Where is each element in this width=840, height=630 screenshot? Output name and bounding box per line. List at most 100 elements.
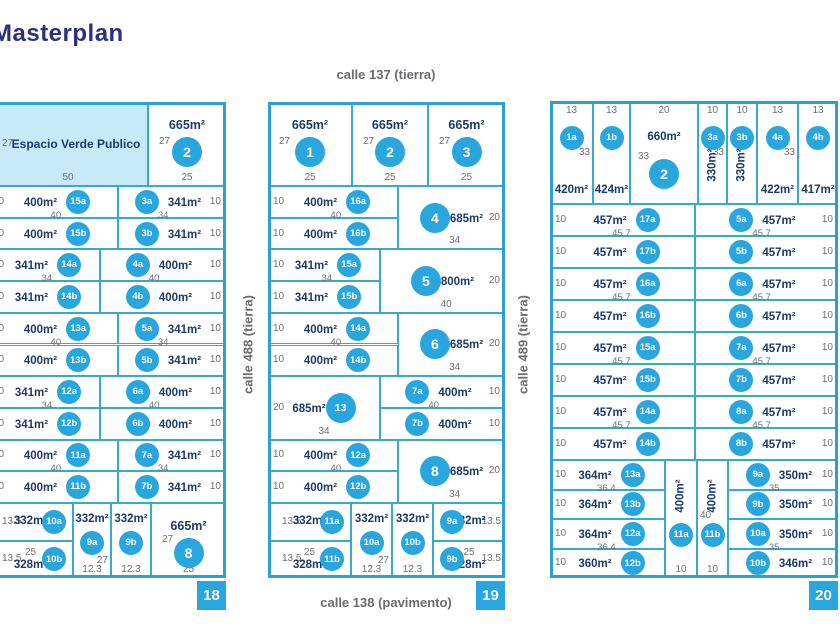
dimension-label: 10 (821, 527, 833, 539)
lot-area-label: 660m² (647, 131, 681, 143)
lot-circle: 7b (134, 475, 159, 500)
lot-area-label: 346m² (778, 558, 813, 571)
lot-circle: 12b (57, 411, 82, 436)
lot-area-label: 332m² (75, 513, 109, 525)
lot-area-wrap: 457m² (593, 371, 626, 389)
lot-circle: 1a (559, 126, 584, 150)
lot-area-wrap: 457m² 45.7 (593, 339, 630, 366)
dimension-label: 10 (821, 557, 833, 569)
dimension-label: 27 (159, 136, 171, 148)
lot-area-wrap: 400m² (24, 478, 57, 496)
lot-circle: 12a (346, 443, 371, 468)
lot-cell-20-12b: 10 360m² 12b (550, 548, 665, 578)
lot-circle: 9a (745, 462, 770, 487)
lot-area-label: 332m² (395, 513, 430, 525)
lot-circle: 17a (635, 208, 660, 232)
lot-area-label: 400m² (705, 479, 718, 513)
dimension-label: 40 (50, 336, 62, 348)
lot-cell-18-11b: 10 400m² 11b (0, 471, 118, 504)
lot-circle: 13b (66, 348, 91, 373)
dimension-label: 10 (209, 290, 221, 302)
lot-area-wrap: 685m² (292, 399, 325, 417)
dimension-label: 13.5 (282, 553, 302, 565)
dimension-label: 13 (605, 105, 618, 116)
lot-circle: 16a (346, 189, 371, 214)
lot-area-label: 400m² (23, 450, 58, 463)
dimension-label: 10 (821, 214, 833, 225)
dimension-label: 40 (330, 463, 342, 475)
lot-area-wrap: 457m² (762, 371, 795, 389)
dimension-label: 40 (700, 510, 712, 521)
lot-cell-19-7a: 10 7a 400m² 40 (380, 376, 505, 412)
lot-area-label: 341m² (167, 355, 202, 368)
dimension-label: 12.3 (402, 564, 423, 575)
lot-cell-18-10b: 13.5 25 328m² 10b (0, 540, 73, 578)
dimension-label: 25 (303, 546, 316, 558)
block-20: 13 33 420m² 1a 13 424m² 1b 20 33 660m² 2 10 33 330m² 3… (550, 101, 838, 610)
lot-circle: 3a (134, 189, 159, 214)
lot-cell-18-4a: 10 4a 400m² 40 (100, 249, 226, 283)
lot-cell-20-4b: 13 417m² 4b (798, 101, 838, 204)
dimension-label: 34 (321, 273, 333, 285)
lot-area-wrap: 341m² (168, 351, 201, 369)
dimension-label: 12.3 (121, 564, 141, 575)
lot-cell-18-5a: 10 5a 341m² 34 (118, 312, 226, 347)
lot-cell-18-11a: 10400m²4011a (0, 439, 118, 474)
dimension-label: 25 (24, 546, 37, 558)
lot-area-wrap: 400m² (24, 351, 57, 369)
lot-circle: 13a (620, 462, 645, 487)
dimension-label: 27 (2, 138, 14, 149)
lot-cell-20-15a: 10 457m² 45.7 15a (550, 332, 695, 366)
lot-area-stack: 332m² (452, 515, 485, 528)
lot-area-wrap: 341m² (168, 225, 201, 243)
lot-area-stack: 332m² (293, 515, 326, 528)
dimension-label: 10 (209, 386, 221, 398)
lot-circle: 1 (295, 137, 325, 167)
lot-area-wrap: 364m² 36.4 (578, 525, 615, 552)
dimension-label: 10 (0, 290, 5, 302)
lot-area-wrap: 457m² 45.7 (752, 403, 795, 430)
lot-circle: 11b (320, 547, 344, 572)
lot-circle: 2 (172, 137, 202, 167)
lot-cell-19-8: 20 34 8 685m² (398, 439, 505, 504)
lot-area-label: 330m² (705, 147, 718, 182)
lot-cell-18-15b: 10 400m² 15b (0, 217, 118, 250)
lot-cell-19-9a: 13.5 332m² 9a (433, 503, 505, 541)
lot-area-label: 457m² (762, 375, 796, 387)
dimension-label: 40 (50, 209, 62, 221)
lot-area-label: 457m² (762, 343, 796, 355)
lot-area-label: 665m² (168, 118, 206, 132)
dimension-label: 40 (428, 400, 439, 412)
lot-cell-20-8b: 10 8b 457m² (695, 428, 838, 460)
dimension-label: 13.5 (282, 515, 302, 527)
lot-cell-20-16b: 10 457m² 16b (550, 300, 695, 332)
lot-area-label: 457m² (762, 439, 796, 451)
lot-cell-20-14a: 10 457m² 45.7 14a (550, 396, 695, 430)
dimension-label: 10 (555, 527, 567, 539)
block-number-badge: 20 (809, 581, 838, 610)
lot-cell-19-6: 20 34 6 685m² (398, 312, 505, 377)
dimension-label: 34 (41, 400, 53, 412)
lot-area-label: 457m² (762, 247, 796, 259)
dimension-label: 45.7 (752, 228, 771, 239)
lot-circle: 7a (405, 380, 430, 405)
dimension-label: 10 (209, 481, 221, 493)
lot-area-wrap: 400m² 40 (24, 193, 61, 220)
dimension-label: 25 (460, 172, 473, 183)
lot-circle: 12a (620, 521, 645, 546)
lot-area-wrap: 400m² 40 (23, 446, 61, 474)
dimension-label: 25 (304, 172, 316, 183)
lot-circle: 9b (119, 531, 143, 555)
dimension-label: 45.7 (612, 228, 631, 239)
lot-area-label: 332m² (13, 515, 48, 527)
lot-area-wrap: 341m² 34 (158, 446, 201, 474)
dimension-label: 13.5 (2, 553, 22, 565)
lot-area-wrap: 346m² (779, 554, 812, 572)
dimension-label: 10 (821, 310, 833, 321)
dimension-label: 10 (0, 354, 5, 366)
lot-circle: 5b (729, 240, 754, 264)
dimension-label: 45.7 (752, 420, 771, 431)
dimension-label: 10 (555, 438, 567, 449)
lot-cell-18-12a: 10341m²3412a (0, 376, 100, 412)
